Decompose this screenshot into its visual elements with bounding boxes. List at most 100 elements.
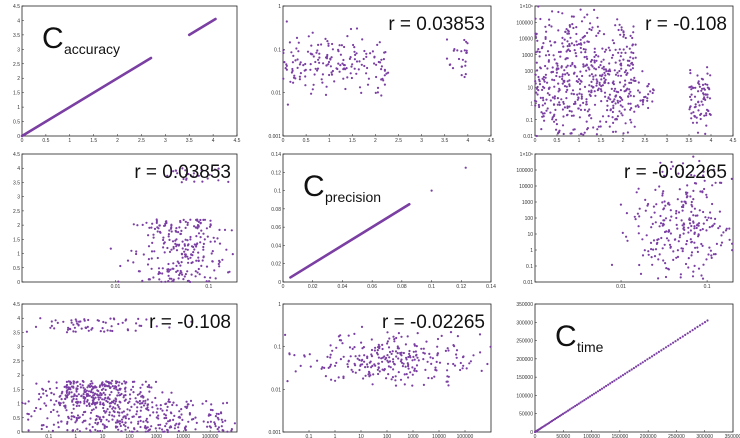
data-point bbox=[641, 103, 645, 106]
data-point bbox=[181, 240, 184, 243]
data-point bbox=[98, 417, 101, 421]
data-point bbox=[103, 398, 106, 401]
data-point bbox=[104, 388, 107, 391]
data-point bbox=[87, 329, 90, 332]
data-point bbox=[560, 413, 563, 416]
data-point bbox=[486, 362, 489, 366]
data-point bbox=[622, 48, 625, 51]
data-point bbox=[614, 48, 617, 51]
data-point bbox=[580, 93, 583, 96]
data-point bbox=[196, 271, 199, 274]
data-point bbox=[695, 116, 698, 119]
data-point bbox=[593, 8, 596, 11]
data-point bbox=[581, 74, 584, 78]
data-point bbox=[86, 386, 89, 389]
data-point bbox=[177, 277, 180, 280]
data-point bbox=[568, 44, 571, 48]
data-point bbox=[600, 60, 603, 63]
data-point bbox=[182, 218, 185, 221]
data-point bbox=[322, 62, 325, 65]
y-tick-label: 0.02 bbox=[271, 262, 281, 268]
data-point bbox=[568, 109, 571, 113]
data-point bbox=[45, 394, 49, 397]
data-point bbox=[682, 205, 685, 209]
x-tick-label: 0.1 bbox=[205, 284, 212, 290]
data-point bbox=[562, 102, 565, 105]
data-point bbox=[393, 340, 396, 343]
data-point bbox=[664, 204, 667, 207]
data-point bbox=[285, 20, 288, 23]
data-point bbox=[100, 393, 103, 397]
data-point bbox=[708, 97, 712, 100]
data-point bbox=[572, 114, 575, 117]
data-point bbox=[329, 57, 332, 60]
data-point bbox=[144, 430, 147, 433]
data-point bbox=[582, 65, 585, 68]
data-point bbox=[622, 132, 625, 135]
data-point bbox=[78, 404, 81, 407]
data-point bbox=[330, 73, 334, 76]
data-point bbox=[690, 210, 693, 213]
data-point bbox=[288, 353, 291, 356]
data-point bbox=[105, 410, 108, 413]
data-point bbox=[549, 40, 552, 43]
data-point bbox=[347, 334, 350, 337]
data-point bbox=[217, 430, 220, 433]
data-point bbox=[192, 172, 195, 175]
data-point bbox=[88, 404, 91, 408]
data-point bbox=[112, 406, 115, 409]
data-point bbox=[111, 407, 114, 410]
x-tick-label: 0.08 bbox=[397, 284, 407, 290]
data-point bbox=[307, 35, 310, 38]
data-point bbox=[624, 79, 627, 82]
data-point bbox=[103, 330, 106, 333]
data-point bbox=[455, 349, 459, 352]
data-point bbox=[692, 214, 695, 217]
data-point bbox=[161, 409, 164, 412]
data-point bbox=[76, 385, 79, 388]
y-tick-label: 10000 bbox=[519, 184, 533, 190]
data-point bbox=[88, 394, 91, 397]
data-point bbox=[400, 335, 403, 338]
data-point bbox=[327, 366, 330, 369]
data-point bbox=[692, 270, 695, 273]
data-point bbox=[329, 344, 332, 347]
data-point bbox=[604, 48, 608, 51]
data-point bbox=[625, 73, 628, 76]
data-point bbox=[364, 366, 367, 369]
data-point bbox=[567, 73, 570, 76]
data-point bbox=[690, 254, 693, 257]
data-point bbox=[347, 359, 350, 362]
data-point bbox=[75, 401, 78, 404]
data-point bbox=[166, 246, 169, 250]
data-point bbox=[343, 64, 346, 67]
data-point bbox=[102, 406, 105, 410]
data-point bbox=[626, 371, 629, 374]
data-point bbox=[585, 397, 588, 400]
data-point bbox=[175, 249, 179, 252]
data-point bbox=[580, 20, 584, 23]
data-point bbox=[309, 68, 312, 71]
data-point bbox=[121, 411, 124, 414]
data-point bbox=[326, 355, 329, 358]
x-tick-label: 0.1 bbox=[428, 284, 435, 290]
data-point bbox=[595, 84, 598, 87]
data-point bbox=[718, 210, 722, 213]
data-point bbox=[668, 203, 671, 206]
data-point bbox=[557, 29, 560, 32]
data-point bbox=[91, 382, 94, 385]
data-point bbox=[568, 105, 571, 108]
data-point bbox=[133, 428, 136, 431]
data-point bbox=[75, 395, 78, 398]
data-point bbox=[570, 407, 573, 410]
data-point bbox=[346, 363, 349, 366]
data-point bbox=[174, 229, 177, 232]
data-point bbox=[139, 415, 142, 418]
data-point bbox=[132, 391, 135, 394]
data-point bbox=[597, 31, 600, 35]
data-point bbox=[318, 52, 321, 55]
data-point bbox=[662, 219, 665, 222]
x-tick-label: 0.04 bbox=[338, 284, 348, 290]
data-point bbox=[604, 74, 607, 77]
data-point bbox=[654, 248, 658, 251]
